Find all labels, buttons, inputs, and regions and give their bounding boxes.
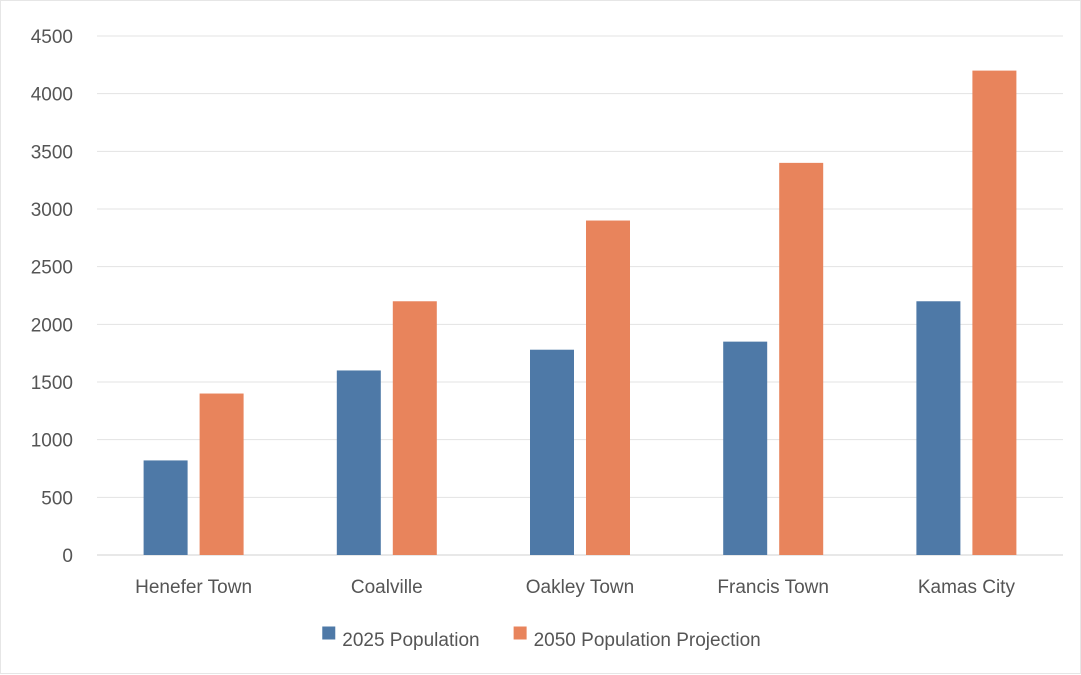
bar-2050-coalville [392, 301, 437, 555]
y-tick-label: 2500 [31, 258, 73, 279]
y-tick-label: 1000 [31, 431, 73, 452]
y-tick-label: 0 [62, 546, 73, 567]
bar-2050-henefer-town [199, 393, 244, 555]
x-category-label: Oakley Town [526, 577, 634, 598]
bar-2050-kamas-city [972, 70, 1017, 555]
y-tick-label: 500 [41, 488, 73, 509]
legend-label: 2025 Population [342, 630, 479, 651]
legend-swatch [322, 626, 336, 640]
legend-swatch [513, 626, 527, 640]
y-tick-label: 2000 [31, 315, 73, 336]
x-category-label: Kamas City [918, 577, 1016, 598]
y-tick-label: 4500 [31, 27, 73, 48]
bar-2025-oakley-town [530, 349, 574, 555]
x-category-label: Francis Town [717, 577, 829, 598]
bar-2025-kamas-city [916, 301, 961, 555]
x-category-label: Henefer Town [135, 577, 252, 598]
bar-2025-henefer-town [143, 460, 188, 555]
y-tick-label: 1500 [31, 373, 73, 394]
y-tick-label: 3000 [31, 200, 73, 221]
x-category-label: Coalville [351, 577, 423, 598]
bar-2050-francis-town [779, 162, 824, 555]
y-tick-label: 4000 [31, 85, 73, 106]
y-tick-label: 3500 [31, 142, 73, 163]
legend-label: 2050 Population Projection [534, 630, 761, 651]
bar-2025-francis-town [723, 341, 768, 555]
bar-2050-oakley-town [586, 220, 630, 556]
bar-2025-coalville [336, 370, 381, 555]
